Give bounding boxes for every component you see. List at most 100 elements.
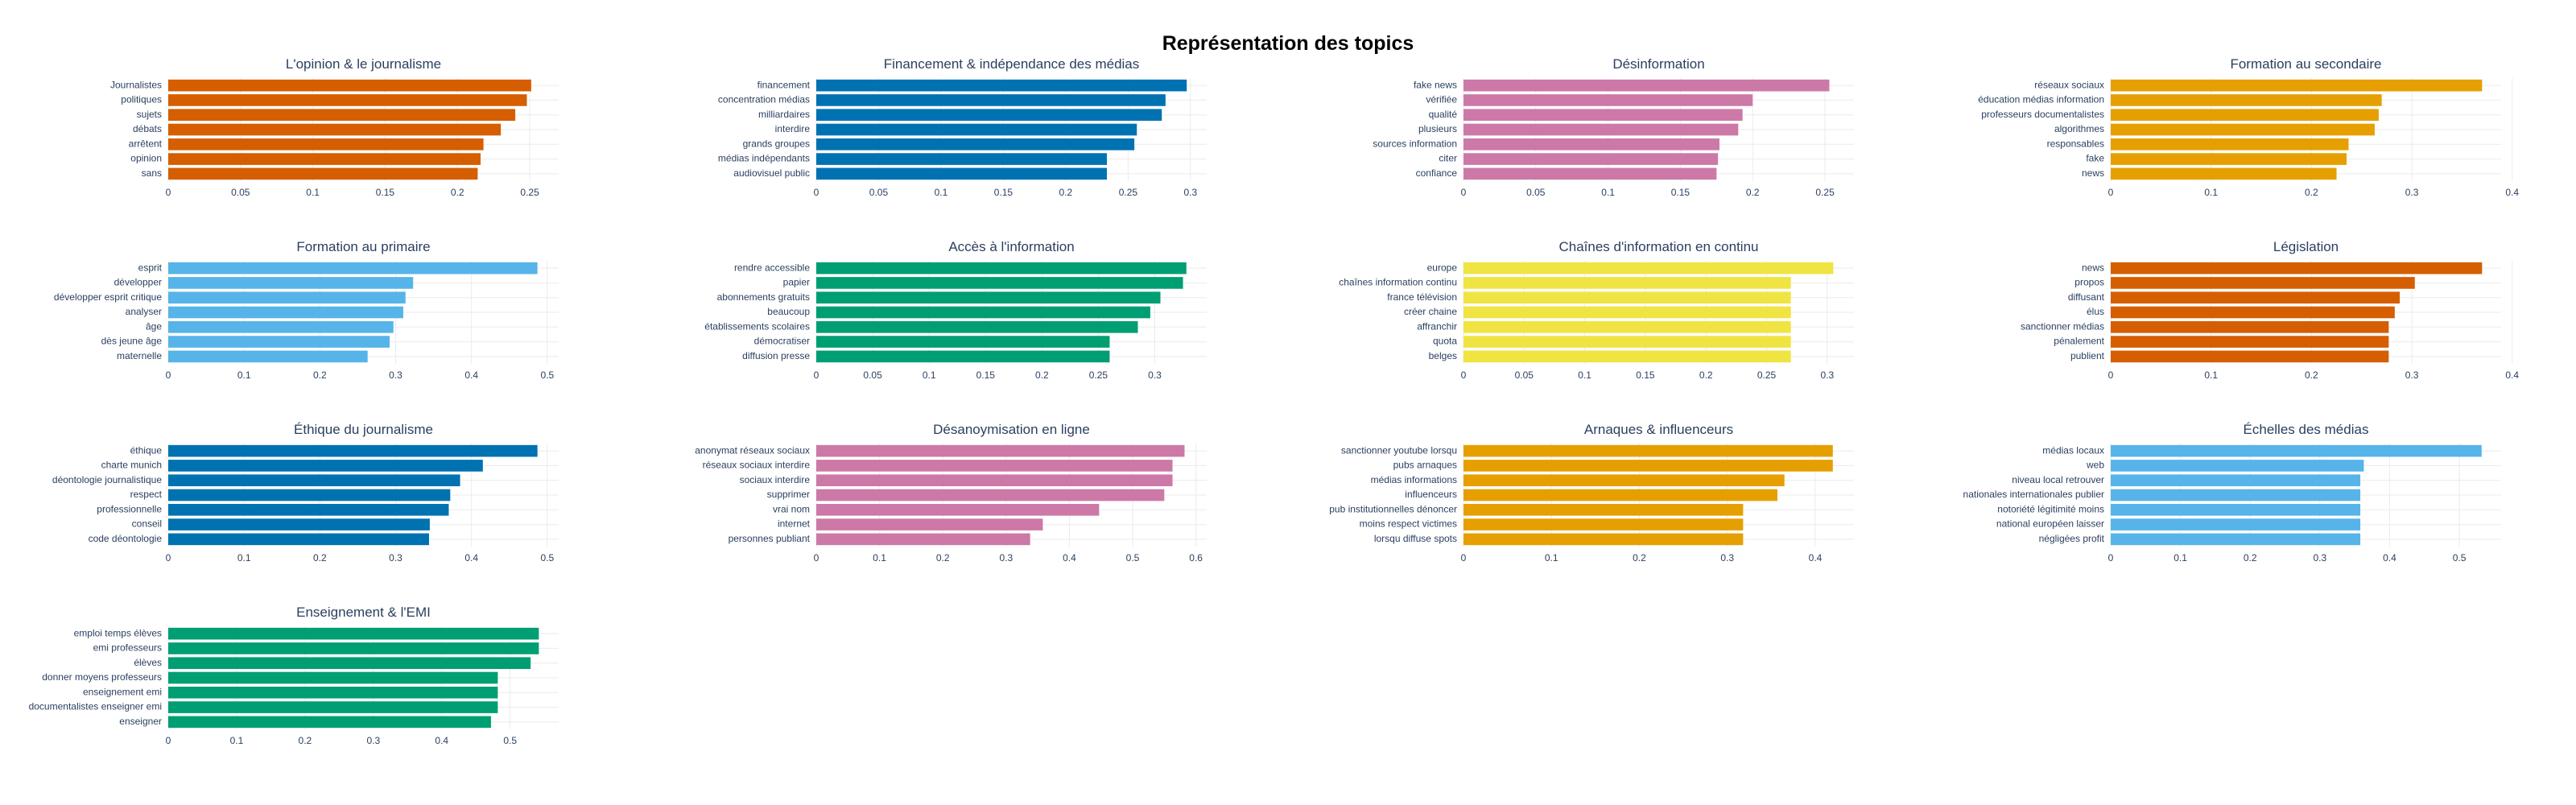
bar	[1463, 94, 1753, 106]
category-label: supprimer	[767, 489, 810, 500]
category-label: débats	[133, 123, 162, 134]
category-label: esprit	[138, 262, 163, 273]
tick-label: 0	[2108, 369, 2114, 381]
bar	[816, 444, 1185, 457]
category-label: pénalement	[2054, 336, 2104, 347]
topic-panel: Échelles des médias médias locaux web nivea…	[1963, 422, 2501, 564]
category-label: algorithmes	[2054, 123, 2104, 134]
tick-label: 0.3	[1148, 369, 1162, 381]
bar	[168, 94, 527, 106]
panel-title: Formation au secondaire	[2230, 56, 2381, 72]
bar	[168, 153, 481, 165]
bar	[1463, 444, 1833, 457]
category-label: notoriété légitimité moins	[1997, 503, 2104, 514]
tick-label: 0.05	[231, 187, 250, 198]
bar	[816, 262, 1187, 275]
tick-label: 0.2	[936, 552, 950, 564]
tick-label: 0.4	[2383, 552, 2396, 564]
bar	[2111, 533, 2361, 546]
tick-label: 0.15	[976, 369, 996, 381]
topic-panel: Financement & indépendance des médias fin…	[718, 56, 1207, 198]
tick-label: 0.2	[1059, 187, 1073, 198]
panel-title: Désanoymisation en ligne	[933, 422, 1090, 437]
tick-label: 0	[1461, 187, 1467, 198]
category-label: sociaux interdire	[740, 474, 811, 485]
bar	[2111, 123, 2375, 136]
category-label: Journalistes	[110, 79, 162, 90]
tick-label: 0.2	[2305, 187, 2318, 198]
bar	[816, 336, 1110, 348]
category-label: vrai nom	[773, 503, 810, 514]
tick-label: 0	[166, 735, 171, 746]
tick-label: 0.2	[299, 735, 312, 746]
panel-title: Échelles des médias	[2244, 422, 2369, 437]
tick-label: 0.4	[1809, 552, 1823, 564]
category-label: développer esprit critique	[54, 291, 162, 303]
bar	[168, 79, 531, 92]
bar	[1463, 123, 1739, 136]
bar	[2111, 350, 2389, 363]
tick-label: 0	[166, 552, 171, 564]
bar	[816, 460, 1173, 472]
topic-panel: Législation news propos diffusant élus sancti…	[2021, 239, 2519, 381]
bar	[168, 518, 430, 530]
category-label: enseigner	[119, 716, 162, 727]
category-label: vérifiée	[1426, 94, 1457, 105]
category-label: dès jeune âge	[101, 336, 163, 347]
category-label: médias indépendants	[718, 153, 810, 164]
tick-label: 0.4	[464, 369, 478, 381]
category-label: pubs arnaques	[1393, 460, 1457, 471]
bar	[816, 474, 1173, 487]
panel-title: Éthique du journalisme	[294, 422, 433, 437]
bar	[1463, 320, 1791, 333]
bar	[816, 123, 1137, 136]
category-label: élus	[2087, 306, 2104, 317]
tick-label: 0.1	[237, 552, 251, 564]
bar	[2111, 262, 2483, 275]
tick-label: 0	[166, 187, 171, 198]
panel-title: Financement & indépendance des médias	[884, 56, 1140, 72]
category-label: personnes publiant	[729, 533, 811, 544]
topic-panel: Éthique du journalisme éthique charte muni…	[52, 422, 559, 564]
tick-label: 0.5	[503, 735, 517, 746]
tick-label: 0.1	[935, 187, 948, 198]
tick-label: 0	[1461, 369, 1467, 381]
category-label: financement	[758, 79, 811, 90]
topic-panel: Arnaques & influenceurs sanctionner youtu…	[1329, 422, 1854, 564]
tick-label: 0.3	[389, 369, 402, 381]
tick-label: 0.5	[541, 369, 555, 381]
tick-label: 0.2	[2305, 369, 2318, 381]
tick-label: 0.2	[1035, 369, 1049, 381]
bar	[816, 167, 1108, 180]
bar	[2111, 138, 2349, 151]
topic-panel: Chaînes d'information en continu europe ch…	[1339, 239, 1854, 381]
category-label: confiance	[1416, 167, 1458, 179]
bar	[816, 138, 1135, 151]
tick-label: 0.4	[1063, 552, 1076, 564]
tick-label: 0	[2108, 187, 2114, 198]
bar	[1463, 460, 1833, 472]
tick-label: 0.4	[2505, 187, 2519, 198]
category-label: maternelle	[117, 350, 162, 361]
tick-label: 0.15	[1636, 369, 1655, 381]
category-label: audiovisuel public	[733, 167, 810, 179]
bar	[2111, 79, 2483, 92]
bar	[2111, 109, 2379, 122]
tick-label: 0.3	[366, 735, 380, 746]
bar	[816, 94, 1166, 106]
bar	[168, 444, 538, 457]
tick-label: 0.1	[237, 369, 251, 381]
bar	[1463, 336, 1791, 348]
panel-title: Enseignement & l'EMI	[296, 605, 431, 620]
panel-title: Désinformation	[1612, 56, 1704, 72]
bar	[1463, 503, 1744, 516]
topic-panel: Formation au secondaire réseaux sociaux éd…	[1978, 56, 2519, 198]
bar	[168, 671, 498, 684]
category-label: négligées profit	[2039, 533, 2105, 544]
tick-label: 0.1	[2174, 552, 2187, 564]
bar	[2111, 474, 2361, 487]
bar	[2111, 320, 2389, 333]
category-label: arrêtent	[129, 138, 163, 149]
category-label: lorsqu diffuse spots	[1374, 533, 1457, 544]
